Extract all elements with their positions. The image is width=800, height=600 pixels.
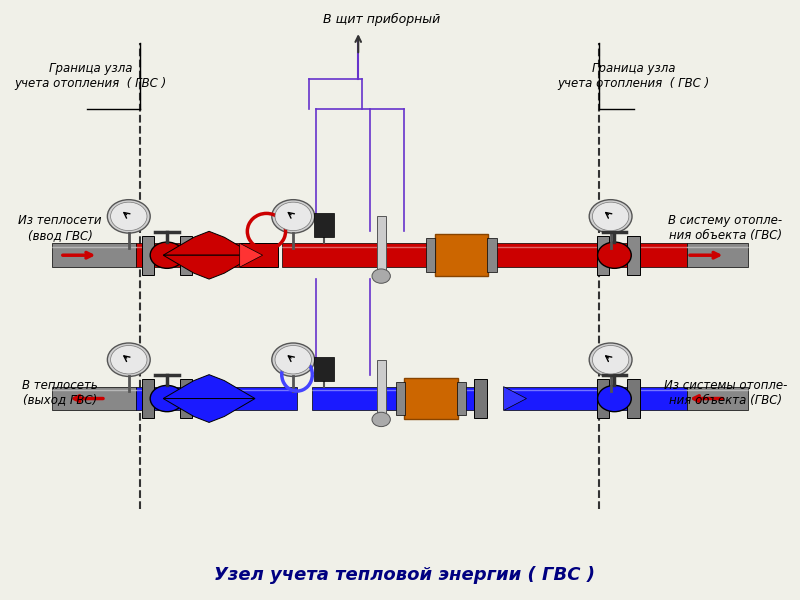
Circle shape [590, 200, 632, 233]
Circle shape [372, 269, 390, 283]
Polygon shape [240, 243, 262, 267]
Circle shape [110, 346, 147, 374]
Bar [314, 357, 334, 380]
Bar [481, 243, 687, 267]
Bar [396, 382, 405, 415]
Text: Из системы отопле-
ния объекта (ГВС): Из системы отопле- ния объекта (ГВС) [664, 379, 787, 407]
Circle shape [372, 412, 390, 427]
Bar [474, 379, 486, 418]
Circle shape [598, 385, 631, 412]
Circle shape [150, 385, 184, 412]
Bar [687, 243, 748, 267]
Circle shape [272, 343, 314, 376]
Text: Узел учета тепловой энергии ( ГВС ): Узел учета тепловой энергии ( ГВС ) [214, 566, 594, 584]
Circle shape [590, 343, 632, 376]
Text: Граница узла
учета отопления  ( ГВС ): Граница узла учета отопления ( ГВС ) [14, 62, 166, 90]
Bar [404, 377, 458, 419]
Text: В щит приборный: В щит приборный [322, 13, 440, 26]
Bar [426, 238, 435, 272]
Text: Из теплосети
(ввод ГВС): Из теплосети (ввод ГВС) [18, 214, 102, 242]
Bar [434, 235, 488, 276]
Bar [180, 236, 192, 275]
Circle shape [275, 202, 311, 230]
Bar [180, 379, 192, 418]
Bar [314, 214, 334, 237]
Bar [444, 236, 456, 275]
Bar [142, 379, 154, 418]
Polygon shape [240, 243, 278, 267]
Polygon shape [163, 255, 255, 279]
Polygon shape [163, 232, 255, 255]
Circle shape [593, 346, 629, 374]
Bar [52, 243, 137, 267]
Text: В теплосеть
(выход ГВС): В теплосеть (выход ГВС) [22, 379, 98, 407]
Bar [487, 238, 497, 272]
Polygon shape [163, 374, 255, 398]
Polygon shape [163, 398, 255, 422]
Bar [687, 386, 748, 410]
Bar [597, 379, 609, 418]
Bar [457, 382, 466, 415]
Bar [137, 386, 297, 410]
Circle shape [110, 202, 147, 230]
Bar [377, 360, 386, 419]
Bar [312, 386, 481, 410]
Bar [503, 386, 687, 410]
Bar [142, 236, 154, 275]
Text: Граница узла
учета отопления  ( ГВС ): Граница узла учета отопления ( ГВС ) [558, 62, 710, 90]
Bar [627, 379, 640, 418]
Circle shape [593, 202, 629, 230]
Circle shape [107, 343, 150, 376]
Bar [282, 243, 450, 267]
Polygon shape [503, 386, 526, 410]
Bar [52, 386, 137, 410]
Text: В систему отопле-
ния объекта (ГВС): В систему отопле- ния объекта (ГВС) [668, 214, 782, 242]
Bar [627, 236, 640, 275]
Bar [377, 217, 386, 276]
Bar [597, 236, 609, 275]
Circle shape [275, 346, 311, 374]
Circle shape [107, 200, 150, 233]
Circle shape [598, 242, 631, 268]
Circle shape [272, 200, 314, 233]
Circle shape [150, 242, 184, 268]
Bar [137, 243, 266, 267]
